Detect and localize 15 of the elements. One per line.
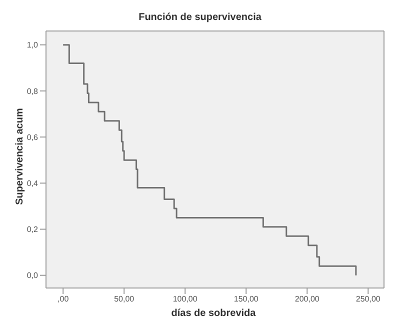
y-tick-label: 0,2 [26, 225, 39, 234]
x-tick-label: ,00 [58, 294, 70, 304]
y-tick-label: 0,0 [26, 271, 39, 280]
x-tick-label: 250,00 [356, 294, 381, 304]
x-tick-label: 150,00 [234, 294, 259, 304]
y-tick-label: 0,6 [26, 132, 39, 142]
y-axis-title: Supervivencia acum [14, 107, 26, 207]
chart-title: Función de supervivencia [138, 12, 262, 23]
x-axis-title: días de sobrevida [170, 308, 257, 319]
y-tick-label: 0,8 [26, 86, 39, 96]
y-tick-label: 1,0 [26, 40, 39, 50]
x-tick-label: 100,00 [172, 294, 198, 304]
x-tick-label: 50,00 [114, 294, 135, 304]
x-tick-label: 200,00 [294, 294, 320, 304]
y-tick-label: 0,4 [26, 178, 39, 188]
